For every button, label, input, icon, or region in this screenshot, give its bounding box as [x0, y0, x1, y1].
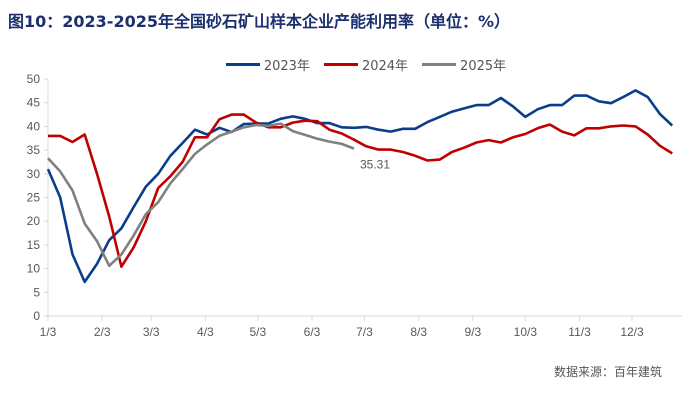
legend-label: 2025年: [460, 59, 507, 74]
y-tick-label: 0: [33, 309, 40, 323]
x-tick-label: 2/3: [94, 325, 111, 339]
x-tick-label: 5/3: [249, 325, 266, 339]
x-tick-label: 1/3: [40, 325, 57, 339]
y-tick-label: 35: [27, 143, 41, 157]
x-tick-label: 3/3: [143, 325, 160, 339]
legend-label: 2024年: [361, 59, 409, 74]
y-tick-label: 15: [27, 238, 41, 252]
source-note: 数据来源：百年建筑: [553, 365, 662, 379]
legend: 2023年 2024年 2025年: [0, 55, 692, 74]
legend-swatch: [422, 63, 457, 66]
x-tick-label: 9/3: [465, 325, 482, 339]
series-line-2024: [48, 113, 673, 269]
x-tick-label: 4/3: [197, 325, 214, 339]
series-line-2023: [46, 89, 674, 284]
y-tick-label: 20: [27, 214, 41, 228]
x-tick-label: 7/3: [356, 325, 373, 339]
x-tick-label: 10/3: [514, 325, 538, 339]
data-label: 35.31: [360, 158, 390, 172]
y-tick-label: 50: [27, 72, 41, 86]
y-tick-label: 5: [33, 285, 40, 299]
x-tick-label: 12/3: [620, 325, 644, 339]
legend-item: 2024年: [323, 55, 409, 74]
y-tick-label: 45: [27, 96, 41, 110]
legend-swatch: [225, 63, 260, 66]
y-tick-label: 30: [27, 167, 41, 181]
legend-swatch: [323, 63, 358, 66]
chart-title: 图10：2023-2025年全国砂石矿山样本企业产能利用率（单位：%）: [8, 12, 511, 31]
legend-label: 2023年: [263, 59, 310, 74]
legend-item: 2023年: [225, 55, 310, 74]
y-tick-label: 25: [27, 191, 41, 205]
series-line-2025: [47, 122, 355, 268]
x-tick-label: 8/3: [410, 325, 427, 339]
x-tick-label: 11/3: [568, 325, 591, 339]
y-tick-label: 10: [27, 262, 41, 276]
legend-item: 2025年: [422, 55, 506, 74]
x-tick-label: 6/3: [304, 325, 321, 339]
y-tick-label: 40: [27, 119, 41, 133]
